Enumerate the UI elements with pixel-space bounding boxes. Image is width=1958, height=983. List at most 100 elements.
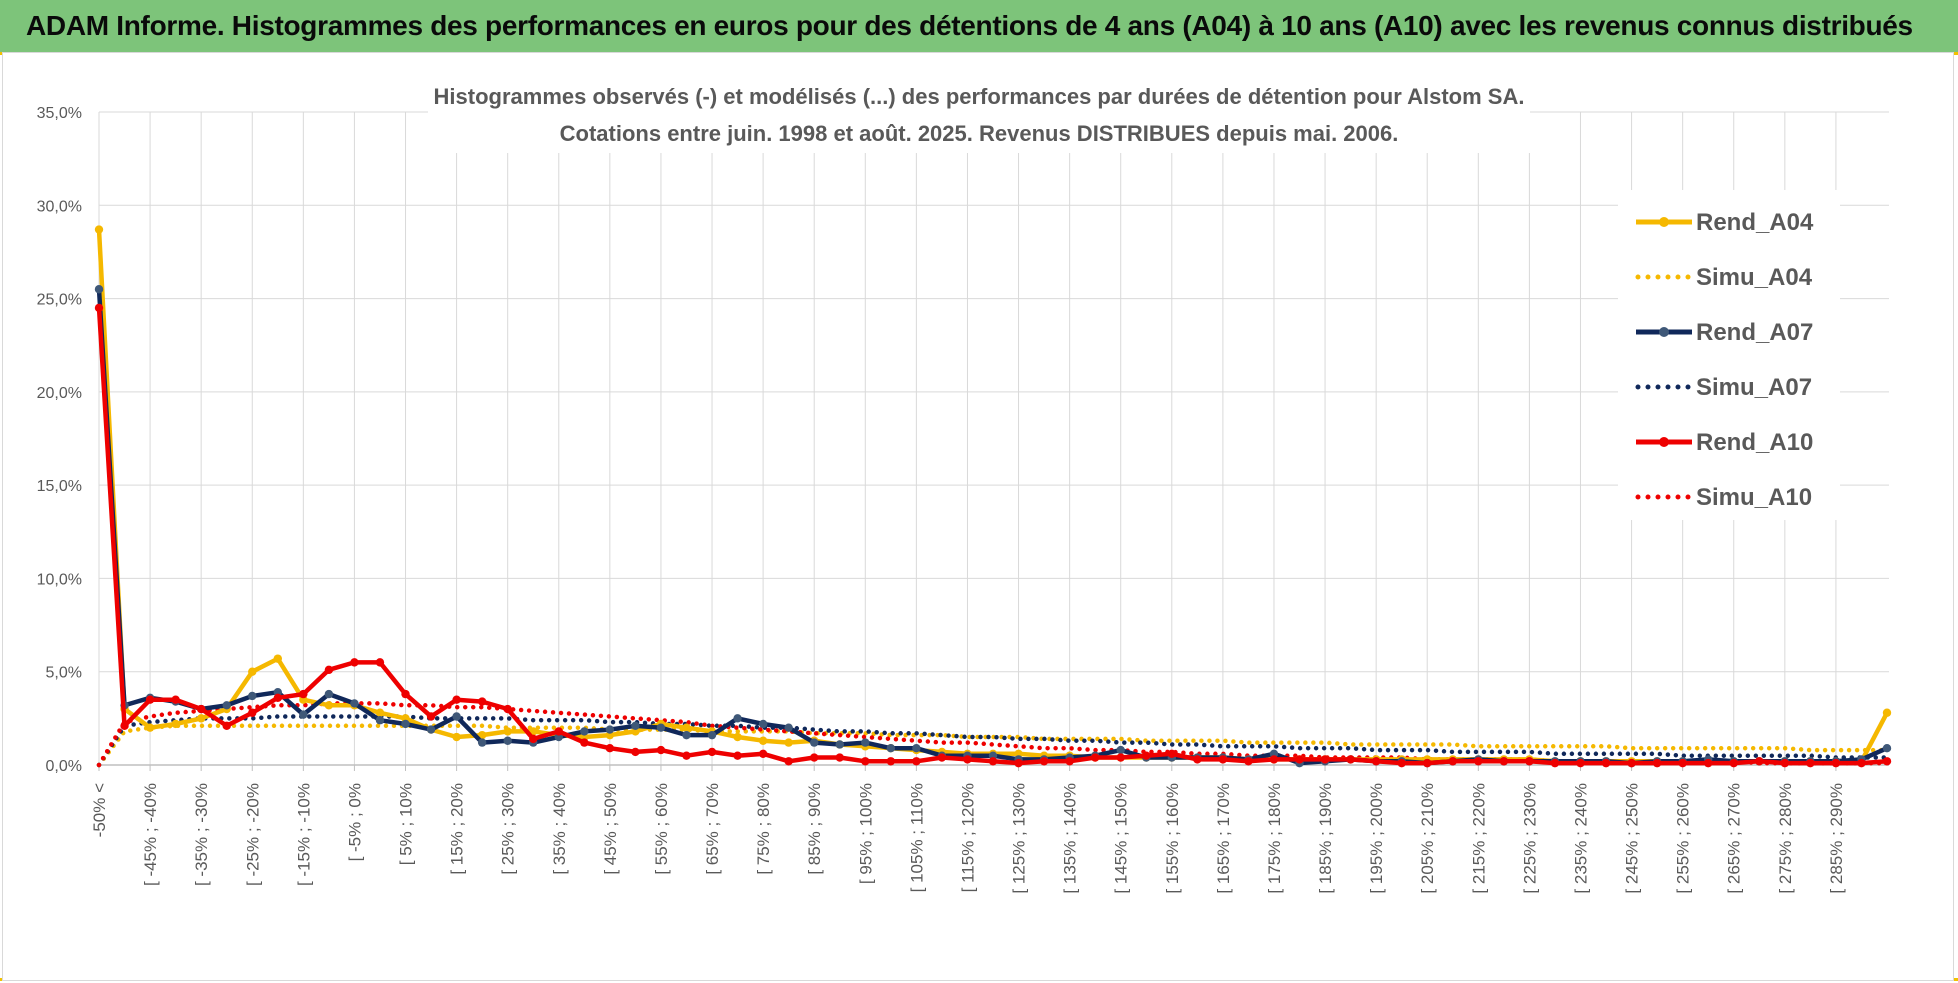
y-tick-label: 15,0% [37, 478, 82, 495]
y-tick-label: 20,0% [37, 385, 82, 402]
data-point [758, 719, 768, 729]
data-point [1014, 758, 1023, 768]
x-tick-label: [ 155% ; 160% [1163, 783, 1182, 894]
data-point [452, 695, 461, 704]
data-point [988, 757, 998, 766]
data-point [120, 721, 129, 731]
data-point [452, 712, 461, 721]
data-point [1806, 758, 1815, 768]
x-tick-label: [ 55% ; 60% [652, 783, 671, 875]
data-point [631, 721, 640, 731]
data-point [94, 285, 104, 294]
x-tick-label: [ 165% ; 170% [1214, 783, 1233, 894]
data-point [1218, 755, 1228, 764]
data-point [94, 225, 104, 234]
data-point [1116, 745, 1125, 755]
data-point [503, 736, 512, 745]
data-point [1831, 758, 1841, 768]
legend-marker [1659, 217, 1669, 227]
data-point [1142, 751, 1151, 760]
data-point [912, 744, 921, 753]
data-point [477, 730, 487, 740]
x-tick-label: [ -15% ; -10% [294, 783, 313, 886]
y-tick-label: 0,0% [46, 758, 82, 775]
data-point [733, 751, 742, 760]
x-tick-label: [ 75% ; 80% [754, 783, 773, 875]
data-point [784, 738, 793, 747]
data-point [375, 716, 385, 725]
data-point [426, 712, 436, 721]
data-point [733, 732, 742, 742]
data-point [1704, 758, 1713, 768]
data-point [886, 757, 896, 766]
x-tick-label: [ 145% ; 150% [1112, 783, 1131, 894]
x-tick-label: [ 215% ; 220% [1469, 783, 1488, 894]
data-point [1346, 755, 1355, 764]
header-banner: ADAM Informe. Histogrammes des performan… [0, 0, 1958, 52]
data-point [656, 723, 666, 732]
x-tick-label: [ 265% ; 270% [1725, 783, 1744, 894]
data-point [171, 695, 180, 704]
data-point [1499, 757, 1509, 766]
y-tick-label: 25,0% [37, 292, 82, 309]
data-point [580, 727, 589, 736]
data-point [145, 695, 155, 704]
x-tick-label: [ 245% ; 250% [1623, 783, 1642, 894]
data-point [1039, 757, 1049, 766]
x-tick-label: [ 5% ; 10% [397, 783, 416, 865]
x-tick-label: [ 275% ; 280% [1776, 783, 1795, 894]
data-point [784, 723, 793, 732]
data-point [1423, 758, 1432, 768]
data-point [273, 654, 282, 663]
data-point [145, 723, 155, 732]
x-tick-label: [ 65% ; 70% [703, 783, 722, 875]
series-line [96, 723, 1890, 768]
data-point [222, 701, 231, 710]
y-tick-label: 5,0% [46, 665, 82, 682]
data-point [94, 303, 104, 313]
data-point [554, 727, 563, 736]
y-tick-label: 10,0% [37, 571, 82, 588]
data-point [426, 725, 436, 734]
legend-label: Rend_A10 [1696, 429, 1813, 456]
data-point [835, 753, 844, 762]
x-tick-label: [ 115% ; 120% [958, 783, 977, 892]
data-point [529, 734, 538, 744]
data-point [1371, 757, 1381, 766]
data-point [631, 747, 640, 757]
data-point [375, 708, 385, 717]
data-point [1755, 757, 1764, 766]
x-tick-label: [ 25% ; 30% [499, 783, 518, 875]
data-point [1525, 757, 1534, 766]
data-point [1729, 758, 1738, 768]
data-point [1397, 758, 1406, 768]
data-point [1627, 758, 1636, 768]
x-tick-label: [ 125% ; 130% [1010, 783, 1029, 894]
x-tick-label: [ 205% ; 210% [1418, 783, 1437, 894]
x-tick-label: [ 285% ; 290% [1827, 783, 1846, 894]
x-tick-label: [ 105% ; 110% [907, 783, 926, 892]
data-point [1295, 755, 1304, 764]
data-point [1448, 757, 1457, 766]
data-point [248, 708, 257, 717]
data-point [810, 738, 819, 747]
data-point [477, 738, 487, 747]
plot-area [94, 225, 1892, 768]
data-point [401, 719, 410, 729]
x-tick-label: [ 235% ; 240% [1571, 783, 1590, 894]
data-point [1116, 753, 1125, 762]
data-point [299, 689, 308, 699]
y-tick-label: 35,0% [37, 105, 82, 122]
data-point [1678, 758, 1687, 768]
data-point [707, 730, 717, 740]
data-point [248, 691, 257, 701]
data-point [835, 740, 844, 749]
data-point [273, 693, 282, 703]
legend-label: Simu_A04 [1696, 264, 1813, 291]
data-point [350, 699, 359, 708]
data-point [171, 719, 180, 729]
chart-subtitle: Cotations entre juin. 1998 et août. 2025… [560, 121, 1399, 146]
data-point [1601, 758, 1611, 768]
data-point [1269, 755, 1279, 764]
data-point [758, 749, 768, 759]
